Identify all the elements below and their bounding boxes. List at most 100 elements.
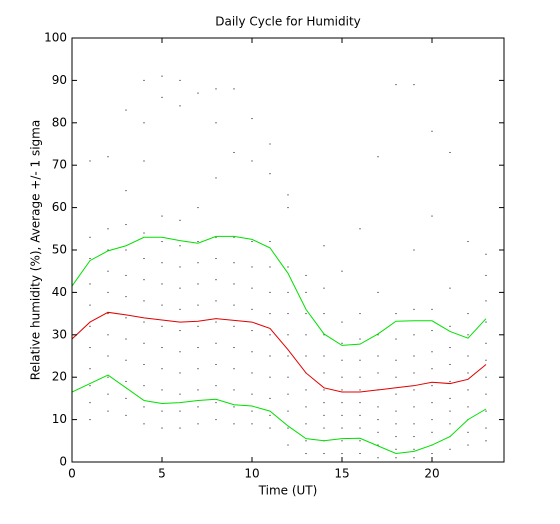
data-dot bbox=[251, 410, 253, 412]
data-dot bbox=[251, 118, 253, 120]
x-tick-label: 20 bbox=[424, 467, 439, 481]
data-dot bbox=[287, 427, 289, 429]
data-dot bbox=[359, 228, 361, 230]
data-dot bbox=[125, 296, 127, 298]
data-dot bbox=[251, 266, 253, 268]
data-dot bbox=[233, 262, 235, 264]
x-tick-label: 10 bbox=[244, 467, 259, 481]
y-tick-label: 90 bbox=[52, 73, 67, 87]
data-dot bbox=[107, 410, 109, 412]
data-dot bbox=[125, 224, 127, 226]
data-dot bbox=[323, 453, 325, 455]
data-dot bbox=[215, 402, 217, 404]
data-dot bbox=[143, 257, 145, 259]
data-dot bbox=[413, 84, 415, 86]
data-dot bbox=[233, 304, 235, 306]
data-dot bbox=[413, 389, 415, 391]
y-axis-label: Relative humidity (%), Average +/- 1 sig… bbox=[29, 120, 43, 380]
data-dot bbox=[341, 359, 343, 361]
data-dot bbox=[287, 355, 289, 357]
data-dot bbox=[179, 351, 181, 353]
data-dot bbox=[161, 410, 163, 412]
data-dot bbox=[377, 372, 379, 374]
data-dot bbox=[323, 313, 325, 315]
data-dot bbox=[431, 308, 433, 310]
data-dot bbox=[323, 334, 325, 336]
data-dot bbox=[341, 440, 343, 442]
data-dot bbox=[233, 88, 235, 90]
data-dot bbox=[323, 402, 325, 404]
data-dot bbox=[323, 427, 325, 429]
y-tick-label: 50 bbox=[52, 243, 67, 257]
data-dot bbox=[143, 321, 145, 323]
data-dot bbox=[377, 444, 379, 446]
data-dot bbox=[89, 419, 91, 421]
data-dot bbox=[449, 325, 451, 327]
data-dot bbox=[251, 330, 253, 332]
data-dot bbox=[485, 410, 487, 412]
data-dot bbox=[107, 249, 109, 251]
data-dot bbox=[395, 84, 397, 86]
data-dot bbox=[251, 160, 253, 162]
data-dot bbox=[341, 402, 343, 404]
y-tick-label: 70 bbox=[52, 158, 67, 172]
x-tick-label: 0 bbox=[68, 467, 76, 481]
data-dot bbox=[143, 279, 145, 281]
data-dot bbox=[323, 389, 325, 391]
data-dot bbox=[161, 75, 163, 77]
data-dot bbox=[431, 385, 433, 387]
data-dot bbox=[305, 453, 307, 455]
data-dot bbox=[107, 393, 109, 395]
data-dot bbox=[377, 406, 379, 408]
data-dot bbox=[179, 308, 181, 310]
data-dot bbox=[215, 300, 217, 302]
data-dot bbox=[269, 266, 271, 268]
data-dot bbox=[431, 453, 433, 455]
data-dot bbox=[377, 419, 379, 421]
data-dot bbox=[179, 105, 181, 107]
data-dot bbox=[467, 334, 469, 336]
series-line bbox=[71, 374, 487, 455]
data-dot bbox=[485, 274, 487, 276]
data-dot bbox=[413, 406, 415, 408]
data-dot bbox=[161, 241, 163, 243]
y-tick-label: 80 bbox=[52, 115, 67, 129]
data-dot bbox=[467, 389, 469, 391]
data-dot bbox=[143, 160, 145, 162]
data-dot bbox=[161, 96, 163, 98]
data-dot bbox=[485, 253, 487, 255]
data-dot bbox=[125, 380, 127, 382]
data-dot bbox=[161, 262, 163, 264]
data-dot bbox=[413, 457, 415, 459]
data-dot bbox=[197, 423, 199, 425]
data-dot bbox=[215, 122, 217, 124]
data-dot bbox=[485, 427, 487, 429]
data-dot bbox=[179, 245, 181, 247]
data-dot bbox=[215, 342, 217, 344]
data-dot bbox=[179, 427, 181, 429]
data-dot bbox=[377, 355, 379, 357]
data-dot bbox=[215, 363, 217, 365]
data-dot bbox=[215, 257, 217, 259]
data-dot bbox=[251, 423, 253, 425]
data-dot bbox=[395, 423, 397, 425]
data-dot bbox=[323, 287, 325, 289]
data-dot bbox=[305, 389, 307, 391]
data-dot bbox=[413, 448, 415, 450]
data-dot bbox=[359, 313, 361, 315]
data-dot bbox=[251, 393, 253, 395]
data-dot bbox=[485, 376, 487, 378]
data-dot bbox=[197, 406, 199, 408]
data-dot bbox=[251, 351, 253, 353]
data-dot bbox=[269, 355, 271, 357]
data-dot bbox=[269, 291, 271, 293]
data-dot bbox=[269, 241, 271, 243]
data-dot bbox=[89, 385, 91, 387]
y-tick-label: 10 bbox=[52, 412, 67, 426]
data-dot bbox=[485, 359, 487, 361]
data-dot bbox=[269, 143, 271, 145]
data-dot bbox=[287, 334, 289, 336]
data-dot bbox=[215, 88, 217, 90]
data-dot bbox=[341, 414, 343, 416]
